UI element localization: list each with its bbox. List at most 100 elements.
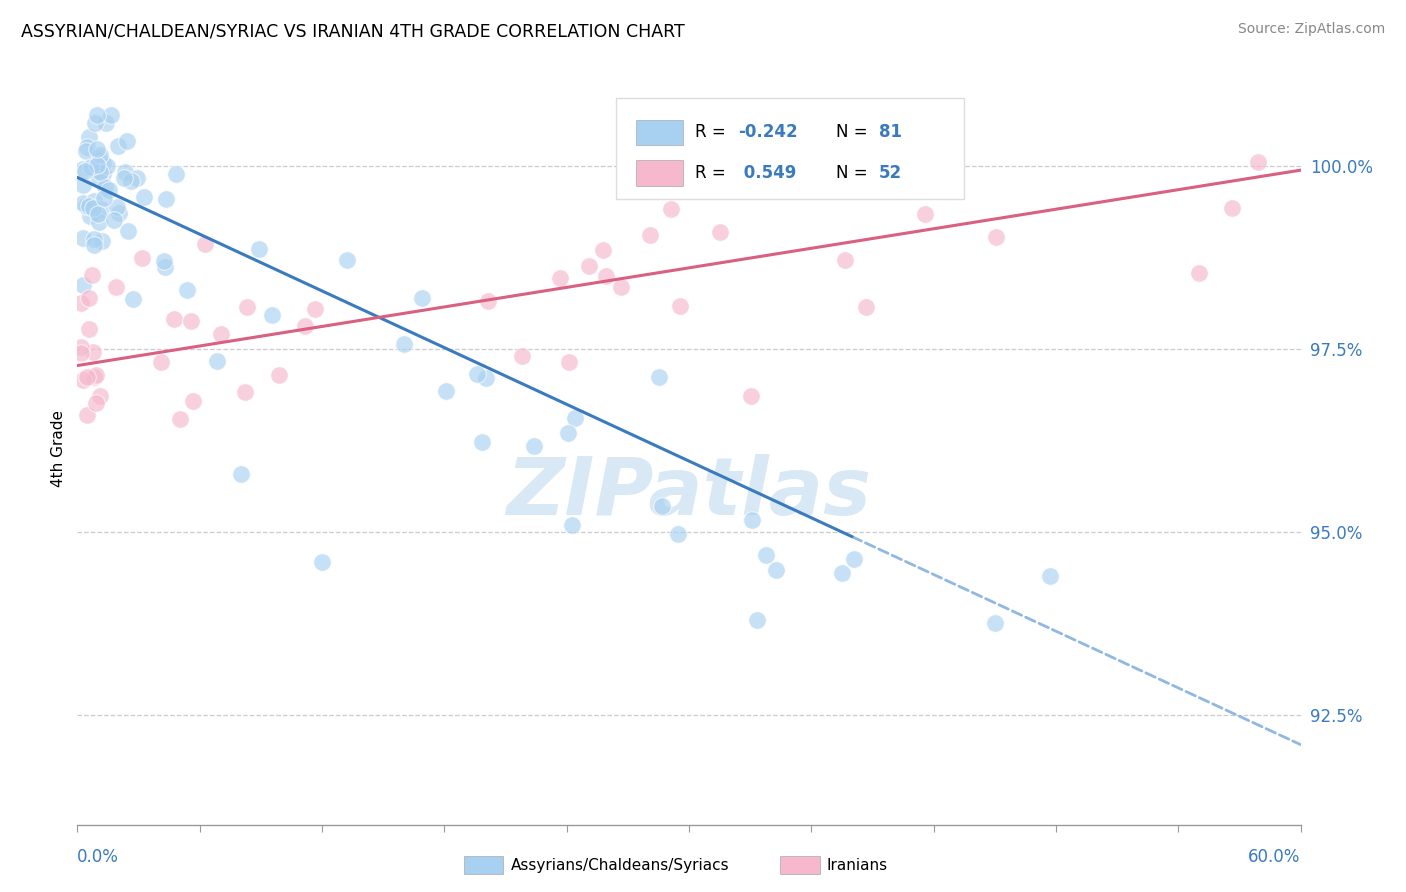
Point	[984, 230, 1007, 244]
Point	[610, 280, 633, 294]
Point	[697, 157, 720, 171]
Point	[72, 162, 94, 177]
Point	[852, 172, 875, 186]
Point	[89, 148, 111, 162]
Point	[82, 201, 104, 215]
Point	[659, 202, 682, 216]
Point	[79, 291, 101, 305]
Point	[91, 155, 114, 169]
Point	[193, 236, 215, 251]
Point	[132, 189, 155, 203]
Point	[471, 435, 494, 450]
Text: -0.242: -0.242	[738, 123, 797, 142]
Point	[72, 195, 94, 210]
Point	[465, 368, 488, 382]
Point	[235, 300, 257, 314]
Point	[666, 526, 689, 541]
Point	[153, 254, 176, 268]
Point	[91, 234, 114, 248]
Point	[651, 499, 673, 513]
Text: ASSYRIAN/CHALDEAN/SYRIAC VS IRANIAN 4TH GRADE CORRELATION CHART: ASSYRIAN/CHALDEAN/SYRIAC VS IRANIAN 4TH …	[21, 22, 685, 40]
Y-axis label: 4th Grade: 4th Grade	[51, 409, 66, 487]
Point	[70, 340, 93, 354]
Point	[311, 555, 333, 569]
Point	[592, 243, 614, 257]
Point	[741, 513, 763, 527]
Point	[83, 194, 105, 208]
Point	[880, 176, 903, 190]
Point	[229, 467, 252, 481]
Point	[89, 389, 111, 403]
Text: N =: N =	[835, 164, 873, 182]
Point	[115, 134, 138, 148]
Point	[112, 171, 135, 186]
Text: R =: R =	[695, 164, 731, 182]
Point	[89, 215, 111, 229]
Point	[755, 549, 778, 563]
Point	[914, 207, 936, 221]
Point	[86, 142, 108, 156]
Point	[336, 252, 359, 267]
Point	[86, 158, 108, 172]
Point	[73, 164, 96, 178]
Point	[392, 337, 415, 351]
Point	[745, 613, 768, 627]
Point	[557, 426, 579, 441]
Point	[120, 174, 142, 188]
Point	[83, 238, 105, 252]
Point	[72, 278, 94, 293]
Point	[595, 268, 617, 283]
Text: 81: 81	[879, 123, 901, 142]
Point	[176, 283, 198, 297]
Text: 52: 52	[879, 164, 901, 182]
Point	[564, 411, 586, 425]
Text: 0.549: 0.549	[738, 164, 796, 182]
Point	[180, 314, 202, 328]
Point	[77, 322, 100, 336]
Point	[247, 242, 270, 256]
Point	[84, 395, 107, 409]
Point	[70, 295, 93, 310]
Text: ZIPatlas: ZIPatlas	[506, 454, 872, 533]
Point	[740, 389, 762, 403]
Point	[75, 199, 97, 213]
Text: R =: R =	[695, 123, 731, 142]
Text: Iranians: Iranians	[827, 858, 887, 872]
Point	[84, 116, 107, 130]
Point	[76, 369, 98, 384]
Text: Source: ZipAtlas.com: Source: ZipAtlas.com	[1237, 22, 1385, 37]
Point	[209, 326, 232, 341]
Point	[475, 370, 498, 384]
Point	[117, 224, 139, 238]
Point	[72, 178, 94, 193]
Point	[155, 260, 177, 274]
Point	[79, 209, 101, 223]
Point	[834, 252, 856, 267]
Point	[169, 412, 191, 426]
Point	[131, 251, 153, 265]
Point	[1188, 266, 1211, 280]
Point	[103, 212, 125, 227]
Point	[107, 138, 129, 153]
Point	[648, 370, 671, 384]
Point	[578, 259, 600, 273]
Point	[89, 172, 111, 186]
Point	[83, 369, 105, 384]
FancyBboxPatch shape	[637, 120, 683, 145]
Point	[434, 384, 457, 398]
Point	[77, 199, 100, 213]
Point	[72, 373, 94, 387]
Point	[96, 159, 118, 173]
Point	[984, 616, 1007, 631]
Point	[510, 349, 533, 363]
Point	[477, 294, 499, 309]
Point	[77, 130, 100, 145]
Point	[262, 308, 284, 322]
Point	[122, 292, 145, 306]
Text: 0.0%: 0.0%	[77, 847, 120, 866]
Point	[638, 228, 661, 243]
Point	[155, 192, 177, 206]
Point	[75, 144, 97, 158]
Point	[108, 206, 131, 220]
Point	[114, 165, 136, 179]
